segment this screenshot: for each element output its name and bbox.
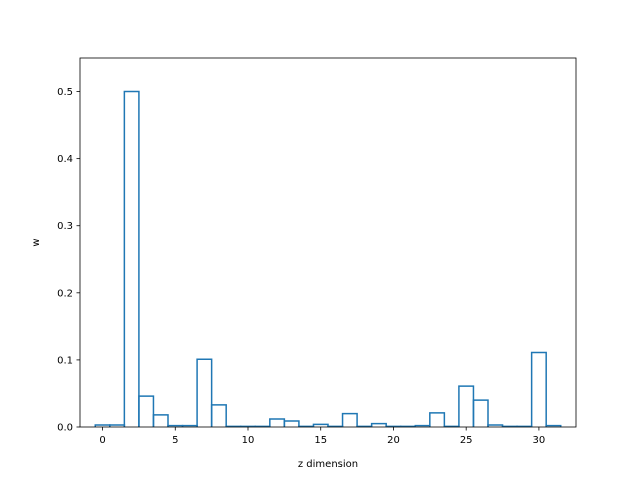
x-tick-label: 10 bbox=[242, 435, 255, 446]
histogram-bar bbox=[530, 351, 547, 427]
x-tick-label: 15 bbox=[314, 435, 327, 446]
histogram-bar bbox=[472, 399, 489, 427]
histogram-bar bbox=[138, 395, 155, 427]
histogram-bar bbox=[370, 422, 387, 427]
y-tick-label: 0.4 bbox=[57, 154, 73, 165]
x-tick-label: 20 bbox=[387, 435, 400, 446]
y-tick-label: 0.1 bbox=[57, 355, 73, 366]
histogram-bar bbox=[283, 420, 300, 427]
x-tick-label: 30 bbox=[533, 435, 546, 446]
histogram-bar bbox=[429, 412, 446, 427]
histogram-bar bbox=[545, 424, 562, 427]
y-tick-label: 0.0 bbox=[57, 423, 73, 434]
histogram-bar bbox=[123, 90, 140, 427]
histogram-bar bbox=[341, 412, 358, 427]
axes-frame bbox=[79, 57, 577, 428]
histogram-bar bbox=[210, 404, 227, 427]
x-tick-label: 25 bbox=[460, 435, 473, 446]
y-axis-label: w bbox=[31, 238, 42, 246]
x-axis-label: z dimension bbox=[298, 459, 358, 470]
histogram-bar bbox=[152, 414, 169, 427]
x-tick-label: 0 bbox=[99, 435, 105, 446]
y-axis-ticks: 0.0 0.1 0.2 0.3 0.4 0.5 bbox=[57, 87, 80, 434]
histogram-bar bbox=[196, 358, 213, 427]
y-tick-label: 0.5 bbox=[57, 87, 73, 98]
x-tick-label: 5 bbox=[172, 435, 178, 446]
y-tick-label: 0.2 bbox=[57, 288, 73, 299]
y-tick-label: 0.3 bbox=[57, 221, 73, 232]
x-axis-ticks: 0 5 10 15 20 25 30 bbox=[99, 427, 545, 446]
